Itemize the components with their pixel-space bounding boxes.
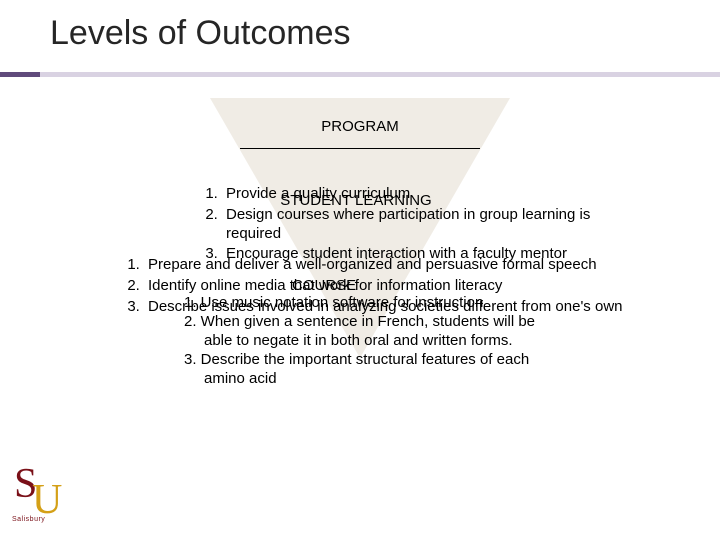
- triangle-label-program: PROGRAM: [210, 118, 510, 135]
- logo-word: Salisbury: [12, 516, 45, 523]
- course-item-3a: 3. Describe the important structural fea…: [184, 351, 529, 368]
- list-item: Design courses where participation in gr…: [222, 206, 626, 244]
- course-item-3b: amino acid: [204, 370, 277, 387]
- list-item: Provide a quality curriculum: [222, 185, 626, 204]
- triangle-divider: [240, 148, 480, 149]
- list-item: Prepare and deliver a well-organized and…: [144, 256, 678, 275]
- course-item-2b: able to negate it in both oral and writt…: [204, 332, 513, 349]
- list-item: Identify online media that work for info…: [144, 277, 678, 296]
- page-title: Levels of Outcomes: [50, 14, 350, 53]
- title-underline: [0, 72, 720, 77]
- program-list: Provide a quality curriculum Design cour…: [196, 185, 626, 266]
- course-item-2a: 2. When given a sentence in French, stud…: [184, 313, 535, 330]
- salisbury-logo: S U Salisbury: [12, 462, 72, 528]
- course-item-1: 1. Use music notation software for instr…: [184, 294, 483, 311]
